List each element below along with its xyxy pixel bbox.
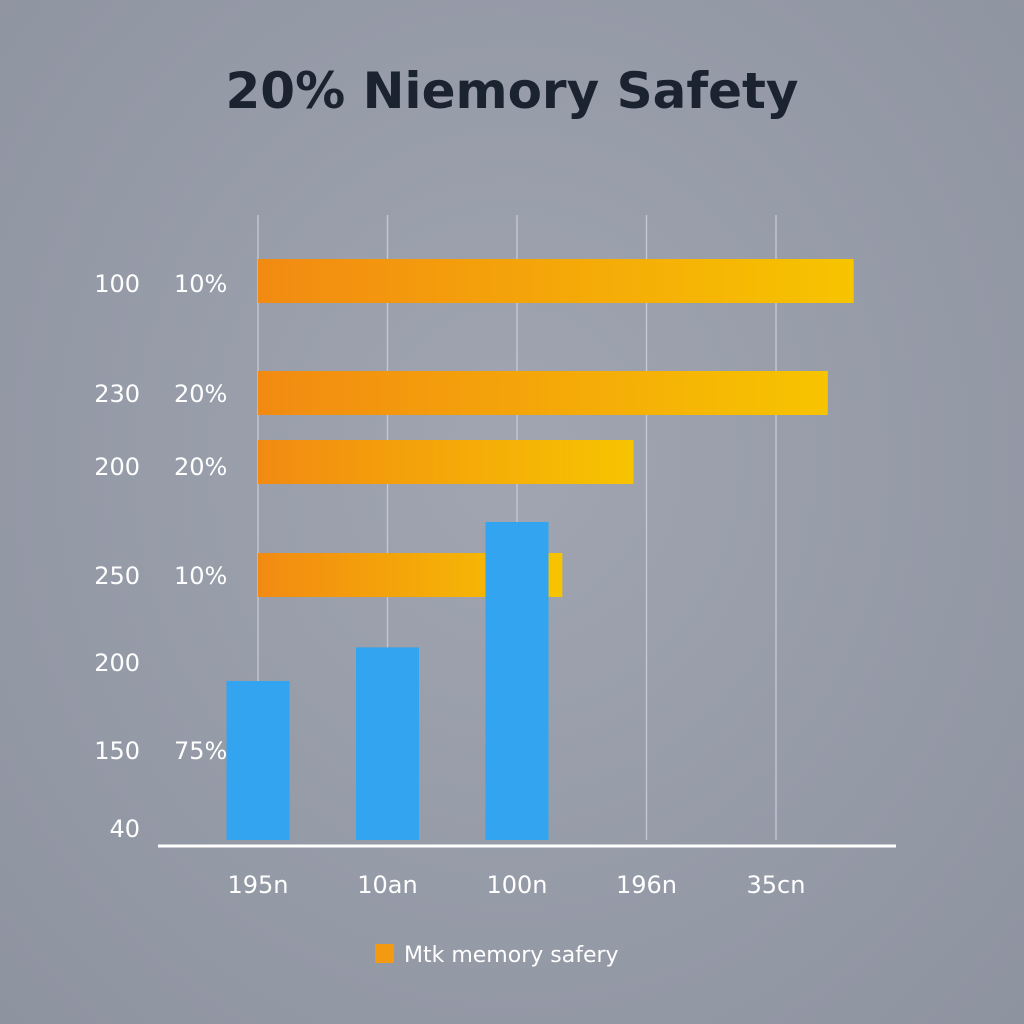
row-label: 150 [94, 737, 140, 765]
row-label: 250 [94, 562, 140, 590]
chart-title: 20% Niemory Safety [226, 62, 799, 120]
row-labels: 100 230 200 250 200 150 40 [94, 270, 140, 843]
row-label: 200 [94, 453, 140, 481]
row-label: 100 [94, 270, 140, 298]
x-tick-labels: 195n 10an 100n 196n 35cn [227, 871, 805, 899]
legend-label: Mtk memory safery [404, 943, 619, 968]
x-tick-label: 195n [227, 871, 288, 899]
vertical-bar [356, 647, 419, 840]
row-label: 40 [109, 815, 140, 843]
x-tick-label: 100n [486, 871, 547, 899]
legend-swatch [375, 944, 394, 963]
horizontal-bar [258, 371, 828, 415]
legend: Mtk memory safery [375, 943, 619, 968]
vertical-bar [226, 681, 290, 840]
horizontal-bars [258, 259, 854, 597]
percent-label: 10% [174, 270, 227, 298]
percent-label: 20% [174, 380, 227, 408]
row-label: 200 [94, 649, 140, 677]
vertical-bar [485, 522, 549, 840]
x-tick-label: 10an [357, 871, 417, 899]
row-label: 230 [94, 380, 140, 408]
x-tick-label: 35cn [747, 871, 806, 899]
percent-label: 75% [174, 737, 227, 765]
vertical-bars [226, 522, 549, 840]
horizontal-bar [258, 440, 634, 484]
percent-label: 10% [174, 562, 227, 590]
percent-label: 20% [174, 453, 227, 481]
horizontal-bar [258, 259, 854, 303]
percent-labels: 10% 20% 20% 10% 75% [174, 270, 227, 765]
x-tick-label: 196n [616, 871, 677, 899]
